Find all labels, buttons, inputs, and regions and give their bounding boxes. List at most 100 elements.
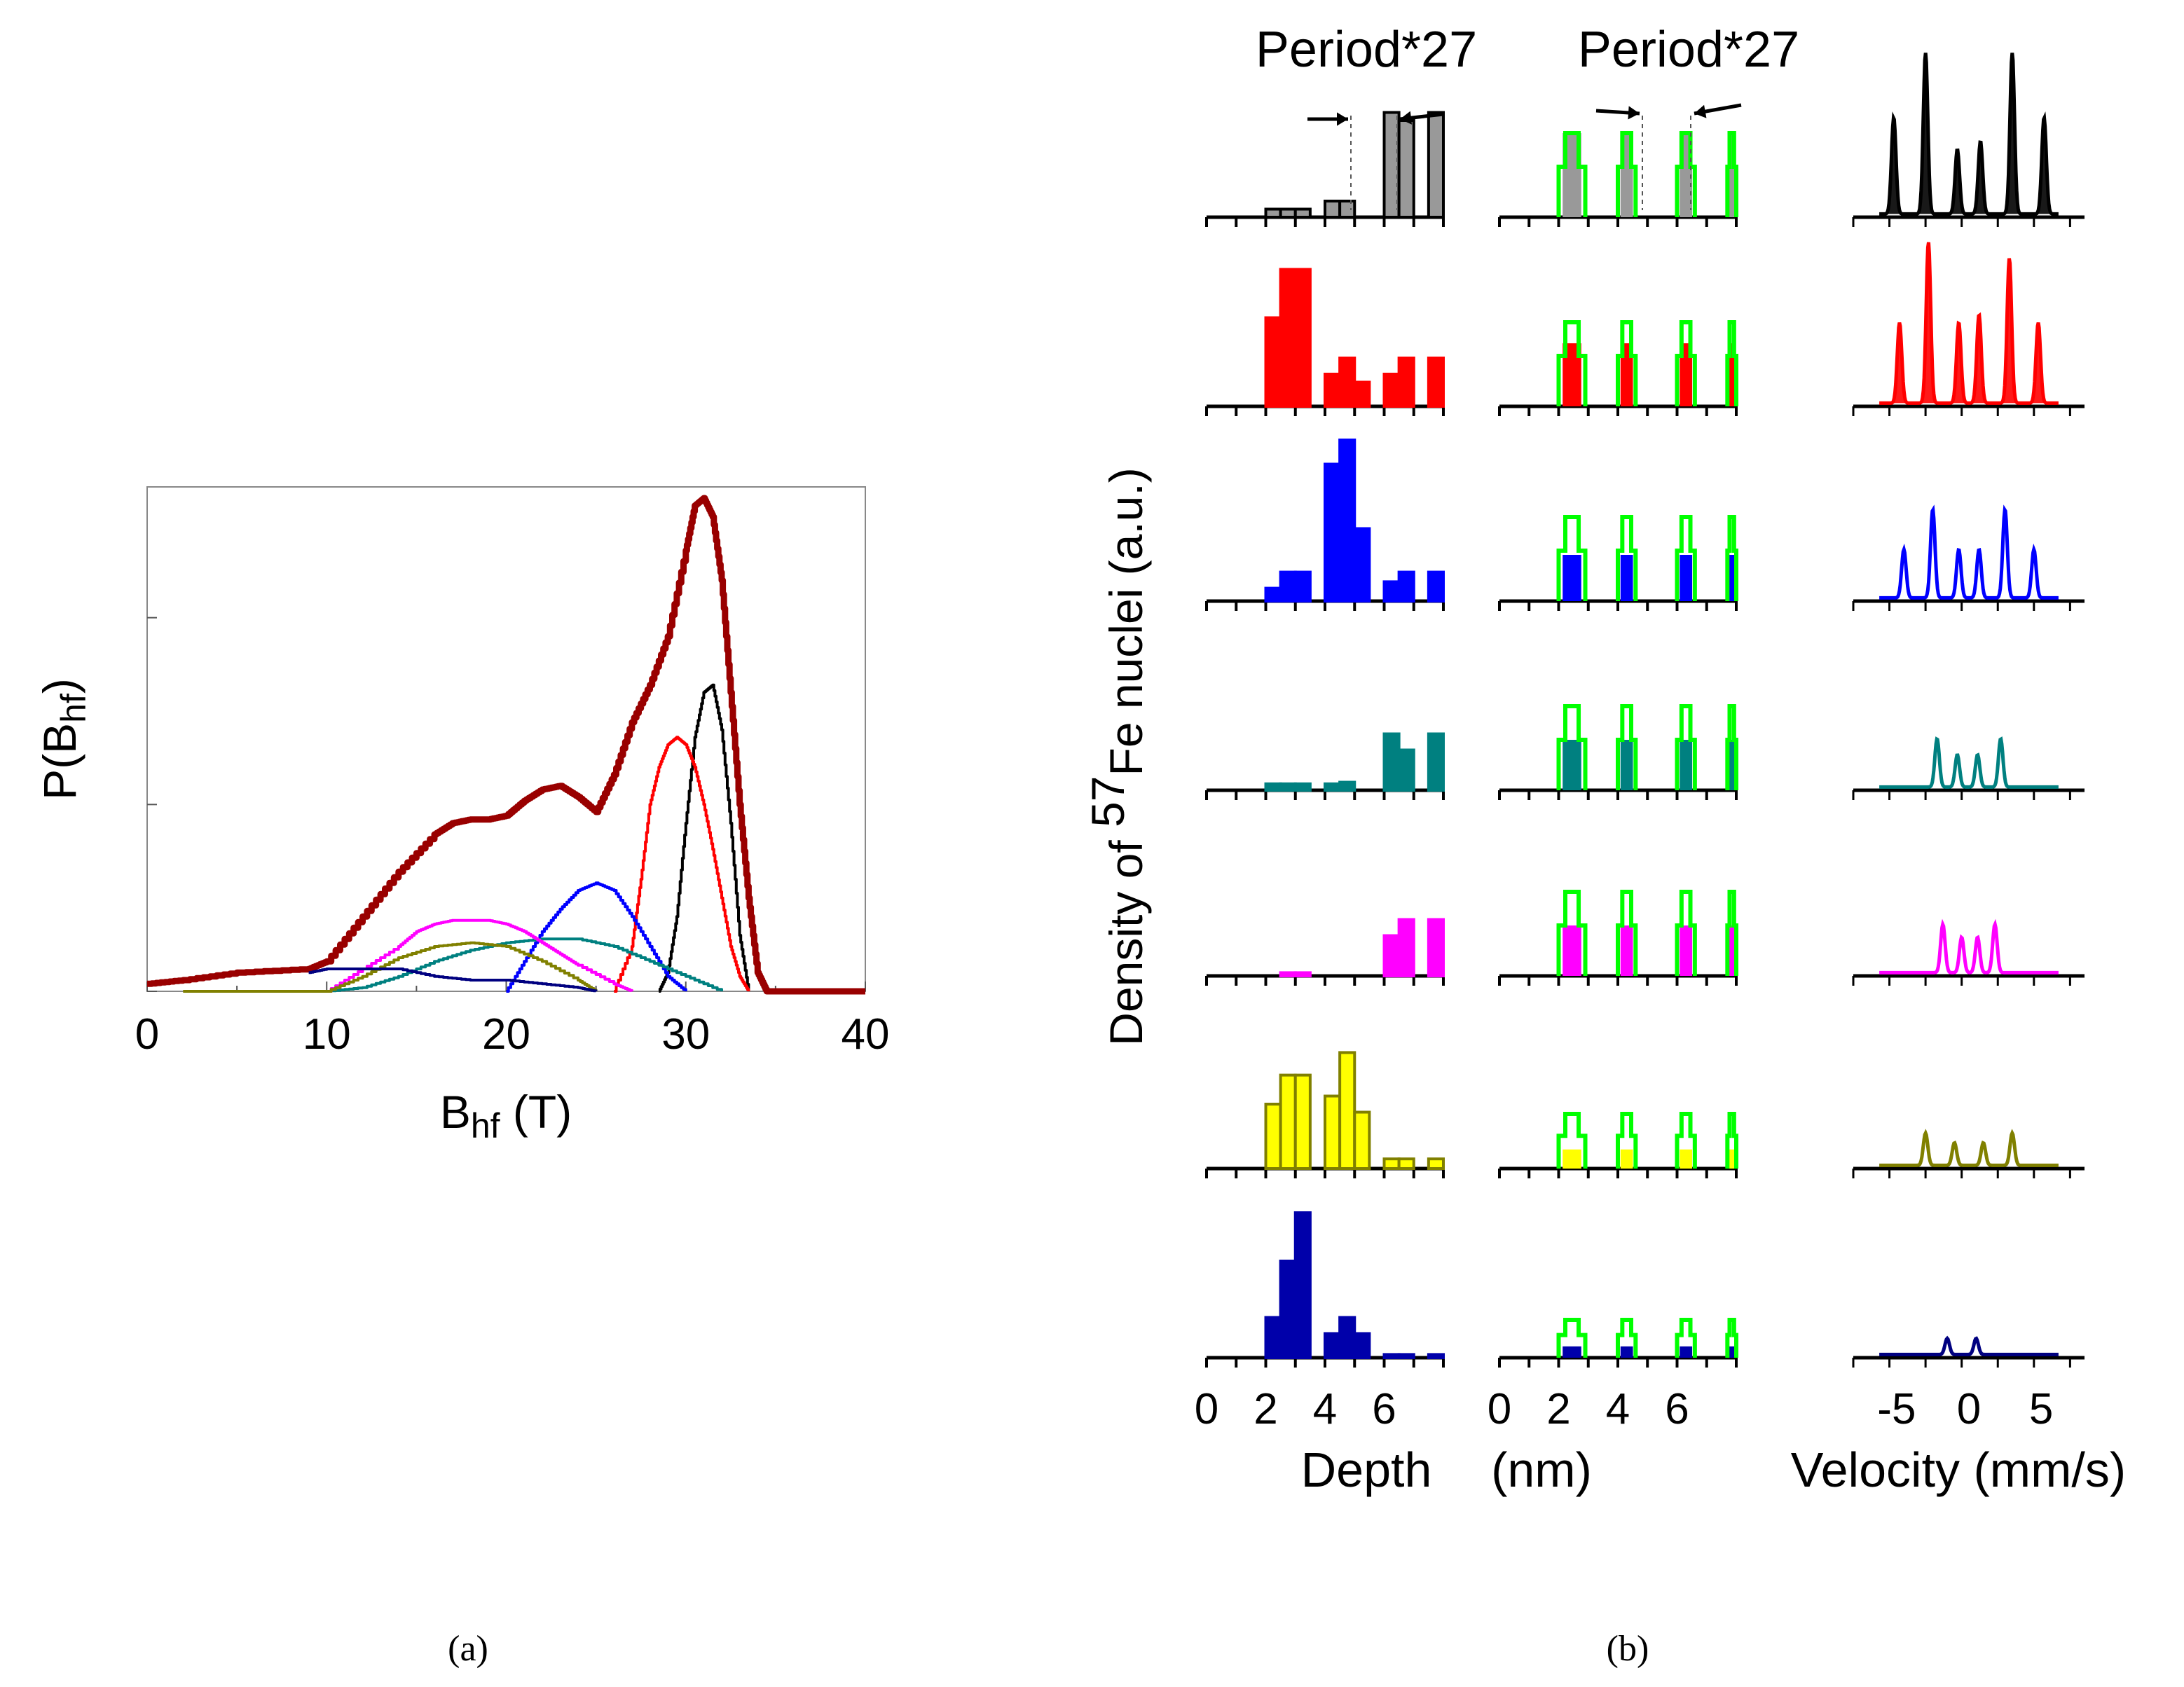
period-envelope-4-3 xyxy=(1725,890,1738,976)
depth-bar-2-0 xyxy=(1264,586,1282,602)
panel-a-tick-labels: 0 10 20 30 40 xyxy=(135,1010,890,1059)
a-series-black xyxy=(658,683,750,993)
depth-tick-label-2: 4 xyxy=(1313,1385,1337,1433)
a-series-red xyxy=(614,736,750,993)
depth-bar-3-2 xyxy=(1293,782,1312,792)
period-tick-label-3: 6 xyxy=(1665,1385,1689,1433)
depth-unit-label: (nm) xyxy=(1491,1442,1592,1497)
depth-bar-5-8 xyxy=(1427,1157,1445,1170)
period-fill-2-0 xyxy=(1563,555,1581,601)
depth-bar-6-8 xyxy=(1427,1353,1445,1360)
depth-bar-6-0 xyxy=(1264,1316,1282,1359)
period-envelope-0-3 xyxy=(1725,131,1738,217)
period-arrow-head-2 xyxy=(1628,106,1640,120)
a-series-magenta xyxy=(327,918,633,993)
depth-bar-1-0 xyxy=(1264,316,1282,408)
period-fill-1-2 xyxy=(1680,343,1693,406)
depth-bar-5-4 xyxy=(1338,1051,1357,1171)
depth-bar-5-0 xyxy=(1264,1103,1282,1170)
panel-a-y-label: P(Bhf) xyxy=(34,678,93,800)
panel-a-series xyxy=(147,495,865,995)
depth-label: Depth xyxy=(1301,1442,1432,1497)
depth-bar-3-3 xyxy=(1324,782,1342,792)
vel-tick-label-2: 5 xyxy=(2029,1385,2053,1433)
period-fill-5-1 xyxy=(1620,1149,1633,1169)
vel-spectrum-6 xyxy=(1879,1335,2059,1356)
panel-b-period-annotations xyxy=(1307,103,1742,210)
period-fill-4-3 xyxy=(1729,925,1736,976)
depth-bar-0-3 xyxy=(1324,200,1342,219)
period-envelope-3-0 xyxy=(1556,704,1588,790)
depth-bar-4-2 xyxy=(1293,971,1312,978)
period-envelope-5-3 xyxy=(1725,1112,1738,1169)
depth-bar-3-6 xyxy=(1382,732,1401,792)
a-x-tick-label-0: 0 xyxy=(135,1010,159,1059)
depth-bar-1-8 xyxy=(1427,357,1445,408)
period-envelope-0-0 xyxy=(1556,131,1588,217)
depth-bar-1-1 xyxy=(1279,268,1297,408)
panel-a-caption: (a) xyxy=(448,1629,488,1669)
period-envelope-6-2 xyxy=(1675,1318,1697,1358)
panel-b-velocity-column: -5 0 5 xyxy=(1852,53,2085,1433)
period-tick-label-0: 0 xyxy=(1488,1385,1511,1433)
period-fill-4-0 xyxy=(1563,925,1581,976)
period-envelope-3-1 xyxy=(1616,704,1638,790)
period-envelope-5-2 xyxy=(1675,1112,1697,1169)
period-arrow-head-3 xyxy=(1694,104,1707,118)
depth-tick-label-3: 6 xyxy=(1372,1385,1396,1433)
depth-tick-label-0: 0 xyxy=(1195,1385,1218,1433)
depth-bar-1-5 xyxy=(1353,380,1371,408)
period-fill-2-2 xyxy=(1680,555,1693,601)
depth-bar-4-8 xyxy=(1427,918,1445,977)
period-envelope-1-3 xyxy=(1725,320,1738,406)
a-series-total xyxy=(147,495,865,995)
period-fill-6-2 xyxy=(1680,1346,1693,1358)
period-envelope-0-1 xyxy=(1616,131,1638,217)
a-series-olive xyxy=(183,941,598,993)
vel-spectrum-0 xyxy=(1879,53,2059,216)
period-envelope-4-2 xyxy=(1675,890,1697,976)
period-fill-3-0 xyxy=(1563,740,1581,790)
depth-bar-1-6 xyxy=(1382,373,1401,408)
depth-bar-0-2 xyxy=(1293,207,1312,219)
period-arrow-head-1 xyxy=(1400,111,1412,125)
depth-bar-5-7 xyxy=(1397,1157,1415,1170)
period-envelope-6-3 xyxy=(1725,1318,1738,1358)
panel-b-y-label: Density of 57Fe nuclei (a.u.) xyxy=(1082,467,1152,1045)
panel-a-x-label: Bhf (T) xyxy=(440,1086,572,1145)
period-envelope-3-3 xyxy=(1725,704,1738,790)
depth-bar-5-1 xyxy=(1279,1073,1297,1170)
period-envelope-5-0 xyxy=(1556,1112,1588,1169)
depth-bar-0-4 xyxy=(1338,200,1357,219)
panel-a-frame xyxy=(146,486,866,992)
a-series-navy xyxy=(308,968,598,993)
panel-a-axis-ticks xyxy=(146,617,866,992)
a-series-teal xyxy=(327,937,723,993)
depth-bar-0-7 xyxy=(1397,119,1415,219)
period-fill-0-3 xyxy=(1729,133,1736,217)
period-envelope-6-0 xyxy=(1556,1318,1588,1358)
period-envelope-1-1 xyxy=(1616,320,1638,406)
vel-spectrum-3 xyxy=(1879,736,2059,789)
depth-bar-4-6 xyxy=(1382,934,1401,977)
depth-bar-0-8 xyxy=(1427,111,1445,219)
a-x-tick-label-3: 30 xyxy=(661,1010,710,1059)
period-envelope-4-1 xyxy=(1616,890,1638,976)
depth-bar-2-8 xyxy=(1427,570,1445,602)
depth-bar-4-1 xyxy=(1279,971,1297,978)
period-envelope-4-0 xyxy=(1556,890,1588,976)
period-fill-6-3 xyxy=(1729,1346,1736,1358)
period-envelope-3-2 xyxy=(1675,704,1697,790)
depth-bar-3-0 xyxy=(1264,782,1282,792)
depth-bar-6-3 xyxy=(1324,1332,1342,1359)
period-envelope-2-3 xyxy=(1725,515,1738,601)
period-fill-1-1 xyxy=(1620,343,1633,406)
period-fill-2-3 xyxy=(1729,555,1736,601)
period-fill-5-0 xyxy=(1563,1149,1581,1169)
depth-bar-5-5 xyxy=(1353,1110,1371,1170)
velocity-label: Velocity (mm/s) xyxy=(1791,1442,2126,1497)
depth-bar-6-6 xyxy=(1382,1353,1401,1360)
depth-bar-1-4 xyxy=(1338,357,1357,408)
depth-bar-2-3 xyxy=(1324,462,1342,602)
